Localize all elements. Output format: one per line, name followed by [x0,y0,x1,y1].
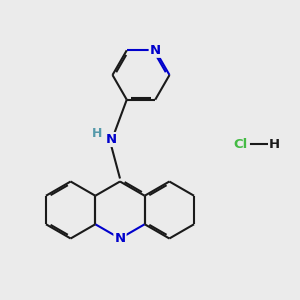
Text: N: N [105,133,117,146]
Text: H: H [269,137,280,151]
Text: N: N [150,44,161,57]
Text: N: N [114,232,126,245]
Text: H: H [92,127,103,140]
Text: Cl: Cl [233,137,247,151]
